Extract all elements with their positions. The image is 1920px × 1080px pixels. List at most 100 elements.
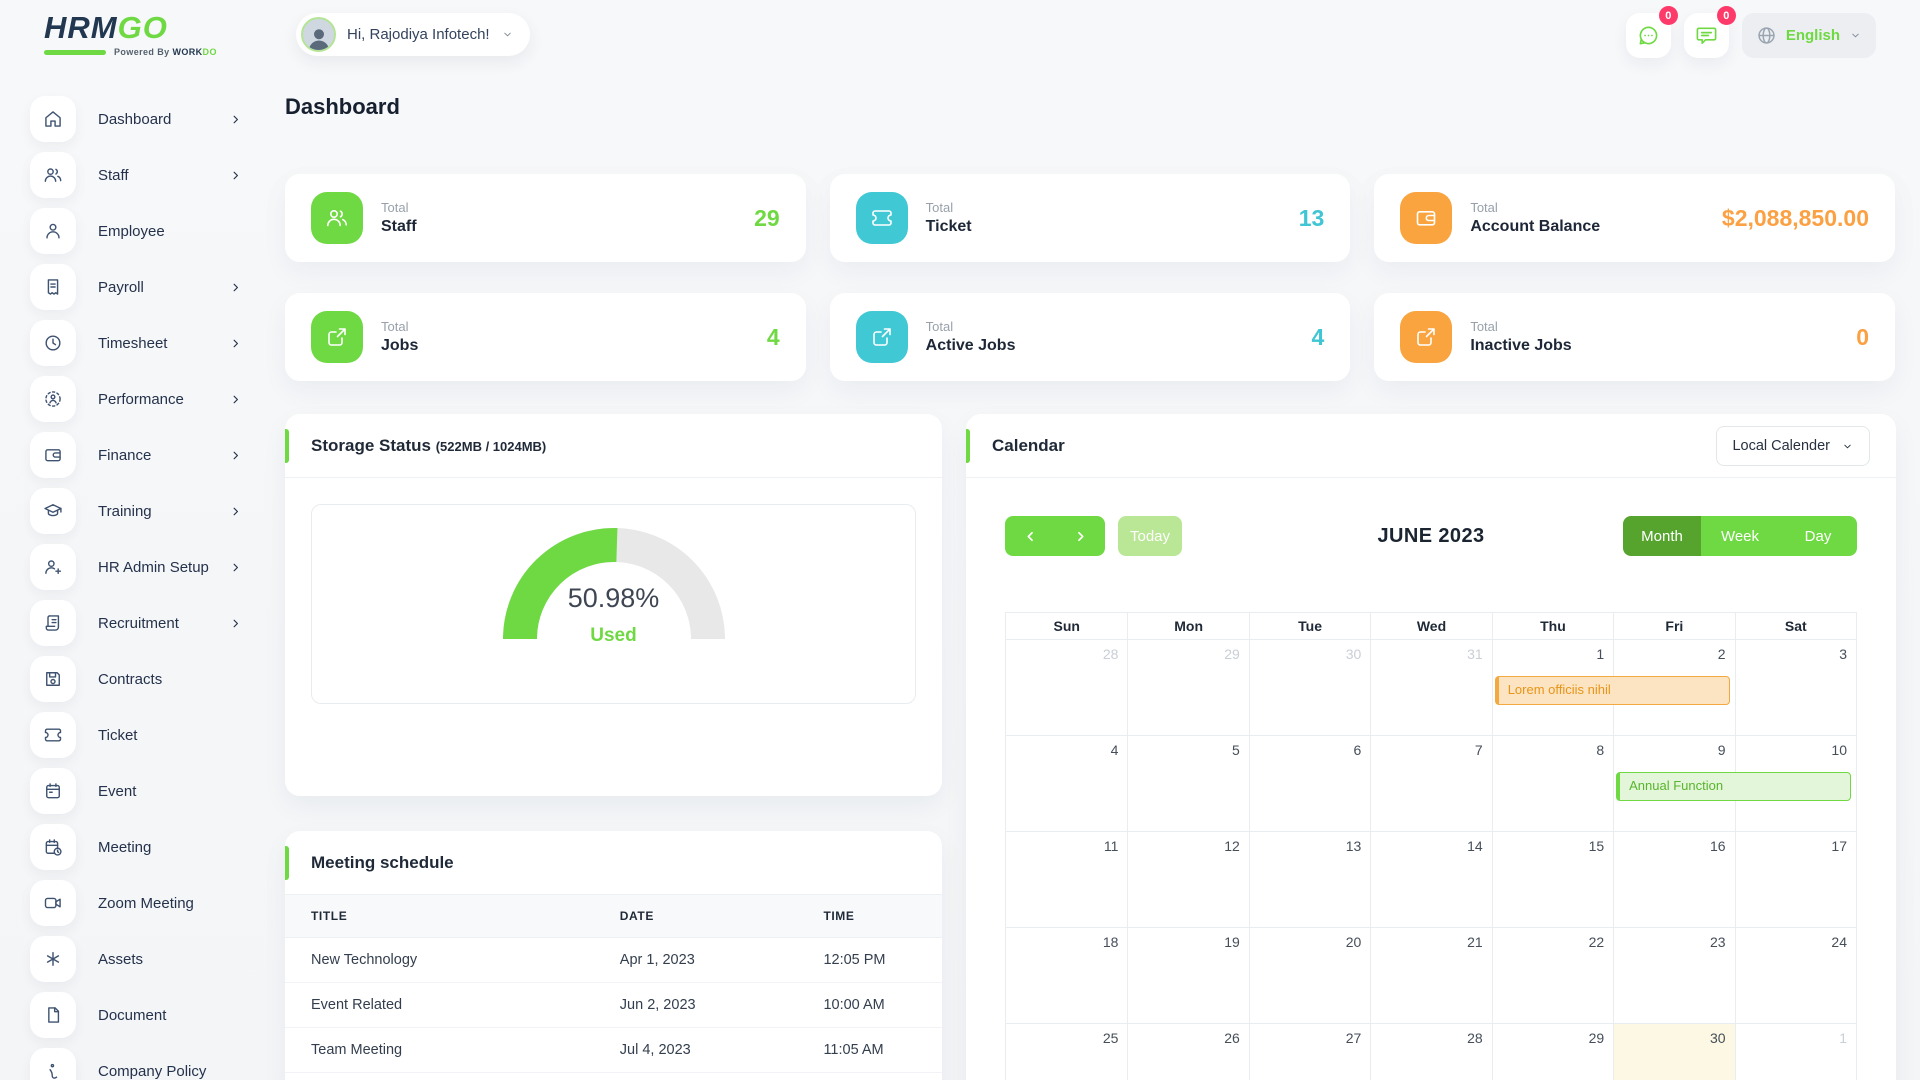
calendar-day-cell[interactable]: 5 [1127, 736, 1248, 831]
sidebar-item-payroll[interactable]: Payroll [30, 264, 242, 310]
sidebar-item-assets[interactable]: Assets [30, 936, 242, 982]
language-selector[interactable]: English [1741, 13, 1876, 58]
day-number: 21 [1467, 934, 1483, 950]
user-greeting: Hi, Rajodiya Infotech! [347, 26, 490, 43]
calendar-day-cell[interactable]: 4 [1006, 736, 1127, 831]
day-number: 25 [1102, 1030, 1119, 1046]
calendar-today-button[interactable]: Today [1118, 516, 1182, 556]
calendar-view-day[interactable]: Day [1779, 516, 1857, 556]
day-number: 15 [1588, 838, 1605, 854]
calendar-day-cell[interactable]: 18 [1006, 928, 1127, 1023]
table-row[interactable]: Event Related Jun 2, 2023 10:00 AM [285, 982, 942, 1028]
calendar-event-lorem-officiis-nihil[interactable]: Lorem officiis nihil [1494, 676, 1730, 705]
sidebar-item-recruitment[interactable]: Recruitment [30, 600, 242, 646]
sidebar-item-dashboard[interactable]: Dashboard [30, 96, 242, 142]
storage-percent: 50.98% [567, 583, 660, 613]
share-icon [1400, 311, 1453, 363]
calendar-day-cell[interactable]: 1 [1734, 1024, 1856, 1080]
day-number: 8 [1596, 742, 1605, 758]
sidebar-nav: Dashboard Staff Employee Payroll Timesheet Pe… [0, 70, 252, 1080]
card-accent [285, 846, 289, 880]
weekday-header: Fri [1613, 613, 1734, 639]
stat-value: 4 [1311, 323, 1325, 350]
sidebar-item-staff[interactable]: Staff [30, 152, 242, 198]
day-number: 16 [1709, 838, 1726, 854]
logo-underline [44, 49, 106, 55]
calendar-source-select[interactable]: Local Calender [1716, 426, 1870, 466]
storage-used-label: Used [590, 625, 637, 646]
sidebar-item-label: Training [98, 502, 152, 520]
user-menu[interactable]: Hi, Rajodiya Infotech! [296, 13, 530, 56]
calendar-day-cell[interactable]: 29 [1127, 640, 1248, 735]
brand-logo[interactable]: HRMGO Powered By WORKDO [44, 12, 217, 57]
table-cell: Team Meeting [285, 1027, 594, 1073]
stat-prefix: Total [925, 200, 954, 215]
calendar-day-cell[interactable]: 8 [1491, 736, 1613, 831]
calendar-day-cell[interactable]: 23 [1613, 928, 1734, 1023]
chevron-right-icon [229, 505, 242, 518]
calendar-day-cell[interactable]: 31 [1370, 640, 1491, 735]
calendar-day-cell[interactable]: 20 [1248, 928, 1370, 1023]
calendar-day-cell[interactable]: 29 [1491, 1024, 1613, 1080]
sidebar-item-meeting[interactable]: Meeting [30, 824, 242, 870]
calendar-day-cell[interactable]: 28 [1006, 640, 1127, 735]
sidebar-item-timesheet[interactable]: Timesheet [30, 320, 242, 366]
sidebar-item-finance[interactable]: Finance [30, 432, 242, 478]
weekday-header: Thu [1491, 613, 1613, 639]
calendar-day-cell[interactable]: 24 [1734, 928, 1856, 1023]
file-icon [30, 992, 76, 1038]
calendar-day-cell[interactable]: 13 [1248, 832, 1370, 927]
user-icon [30, 208, 76, 254]
day-number: 30 [1345, 646, 1362, 662]
stat-prefix: Total [925, 319, 954, 334]
calendar-day-cell[interactable]: 25 [1006, 1024, 1127, 1080]
table-row[interactable]: New Technology Apr 1, 2023 12:05 PM [285, 937, 942, 983]
sidebar-item-document[interactable]: Document [30, 992, 242, 1038]
calendar-day-cell[interactable]: 22 [1491, 928, 1613, 1023]
sidebar-item-company-policy[interactable]: Company Policy [30, 1048, 242, 1080]
calendar-day-cell[interactable]: 19 [1127, 928, 1248, 1023]
calendar-day-cell[interactable]: 6 [1248, 736, 1370, 831]
calendar-day-cell[interactable]: 30 [1613, 1024, 1735, 1080]
day-number: 22 [1588, 934, 1605, 950]
stat-prefix: Total [381, 200, 409, 215]
calendar-day-cell[interactable]: 11 [1006, 832, 1127, 927]
sidebar-item-ticket[interactable]: Ticket [30, 712, 242, 758]
calendar-day-cell[interactable]: 9 [1613, 736, 1734, 831]
messages-button[interactable]: 0 [1625, 6, 1678, 58]
calendar-day-cell[interactable]: 16 [1613, 832, 1734, 927]
calendar-day-cell[interactable]: 1 [1491, 640, 1613, 735]
calendar-day-cell[interactable]: 12 [1127, 832, 1248, 927]
sidebar-item-event[interactable]: Event [30, 768, 242, 814]
sidebar-item-employee[interactable]: Employee [30, 208, 242, 254]
calendar-day-cell[interactable]: 7 [1370, 736, 1491, 831]
day-number: 1 [1596, 646, 1605, 662]
calendar-day-cell[interactable]: 30 [1248, 640, 1370, 735]
calendar-view-week[interactable]: Week [1701, 516, 1779, 556]
sidebar-item-performance[interactable]: Performance [30, 376, 242, 422]
sidebar-item-hr-admin-setup[interactable]: HR Admin Setup [30, 544, 242, 590]
stat-value: 4 [766, 323, 780, 350]
sidebar-item-training[interactable]: Training [30, 488, 242, 534]
sidebar-item-label: Recruitment [98, 614, 179, 632]
day-number: 28 [1467, 1030, 1483, 1046]
calendar-event-annual-function[interactable]: Annual Function [1616, 772, 1851, 801]
ticket-icon [30, 712, 76, 758]
calendar-day-cell[interactable]: 27 [1248, 1024, 1370, 1080]
calendar-view-month[interactable]: Month [1623, 516, 1701, 556]
calendar-day-cell[interactable]: 21 [1370, 928, 1491, 1023]
notifications-button[interactable]: 0 [1683, 6, 1736, 58]
chevron-right-icon [229, 449, 242, 462]
calendar-day-cell[interactable]: 14 [1370, 832, 1491, 927]
stat-card-ticket: Total Ticket 13 [829, 174, 1351, 262]
sidebar-item-label: Event [98, 782, 137, 800]
calendar-day-cell[interactable]: 3 [1734, 640, 1856, 735]
users-icon [30, 152, 76, 198]
calendar-day-cell[interactable]: 26 [1127, 1024, 1248, 1080]
sidebar-item-zoom-meeting[interactable]: Zoom Meeting [30, 880, 242, 926]
calendar-day-cell[interactable]: 28 [1370, 1024, 1491, 1080]
calendar-day-cell[interactable]: 15 [1491, 832, 1613, 927]
calendar-day-cell[interactable]: 17 [1734, 832, 1856, 927]
table-row[interactable]: Team Meeting Jul 4, 2023 11:05 AM [285, 1027, 942, 1073]
sidebar-item-contracts[interactable]: Contracts [30, 656, 242, 702]
